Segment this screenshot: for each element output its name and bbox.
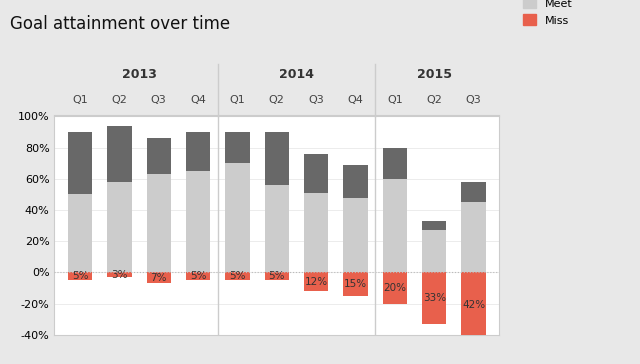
Bar (343, 273, 368, 296)
Text: 5%: 5% (72, 272, 88, 281)
Bar (304, 193, 328, 273)
Text: Q2: Q2 (426, 95, 442, 105)
Bar (147, 273, 171, 284)
Text: Q3: Q3 (308, 95, 324, 105)
Text: 5%: 5% (269, 272, 285, 281)
Bar (461, 182, 486, 202)
Text: 15%: 15% (344, 279, 367, 289)
Bar (383, 179, 407, 273)
Bar (186, 273, 211, 280)
Text: 33%: 33% (422, 293, 446, 303)
Text: 5%: 5% (229, 272, 246, 281)
Bar (68, 273, 92, 280)
Bar (68, 132, 92, 194)
Bar (304, 154, 328, 193)
Text: Q2: Q2 (269, 95, 285, 105)
Bar (147, 138, 171, 174)
Bar (186, 132, 211, 171)
Bar (461, 273, 486, 338)
Bar (264, 273, 289, 280)
Text: 12%: 12% (305, 277, 328, 287)
Bar (343, 198, 368, 273)
Text: Q3: Q3 (151, 95, 166, 105)
Text: 2013: 2013 (122, 68, 156, 81)
Text: 2014: 2014 (279, 68, 314, 81)
Bar (186, 171, 211, 273)
Bar (225, 132, 250, 163)
Bar (383, 273, 407, 304)
Text: Q1: Q1 (387, 95, 403, 105)
Text: Q2: Q2 (111, 95, 127, 105)
Text: 7%: 7% (150, 273, 167, 283)
Text: 3%: 3% (111, 270, 127, 280)
Text: Q1: Q1 (72, 95, 88, 105)
Text: Q4: Q4 (348, 95, 364, 105)
Bar (422, 273, 447, 324)
Bar (68, 194, 92, 273)
Bar (264, 185, 289, 273)
Bar (264, 132, 289, 185)
Bar (422, 221, 447, 230)
Bar (225, 163, 250, 273)
Text: 20%: 20% (383, 283, 406, 293)
Bar (107, 126, 132, 182)
Bar (304, 273, 328, 291)
Bar (107, 273, 132, 277)
Text: 42%: 42% (462, 300, 485, 310)
Bar (147, 174, 171, 273)
Bar (461, 202, 486, 273)
Text: 2015: 2015 (417, 68, 452, 81)
Bar (422, 230, 447, 273)
Text: Q4: Q4 (190, 95, 206, 105)
Legend: Exceed, Meet, Miss: Exceed, Meet, Miss (522, 0, 585, 25)
Bar (383, 148, 407, 179)
Text: Goal attainment over time: Goal attainment over time (10, 15, 230, 32)
Bar (225, 273, 250, 280)
Text: 5%: 5% (190, 272, 206, 281)
Text: Q1: Q1 (230, 95, 245, 105)
Bar (343, 165, 368, 198)
Text: Q3: Q3 (466, 95, 481, 105)
Bar (107, 182, 132, 273)
